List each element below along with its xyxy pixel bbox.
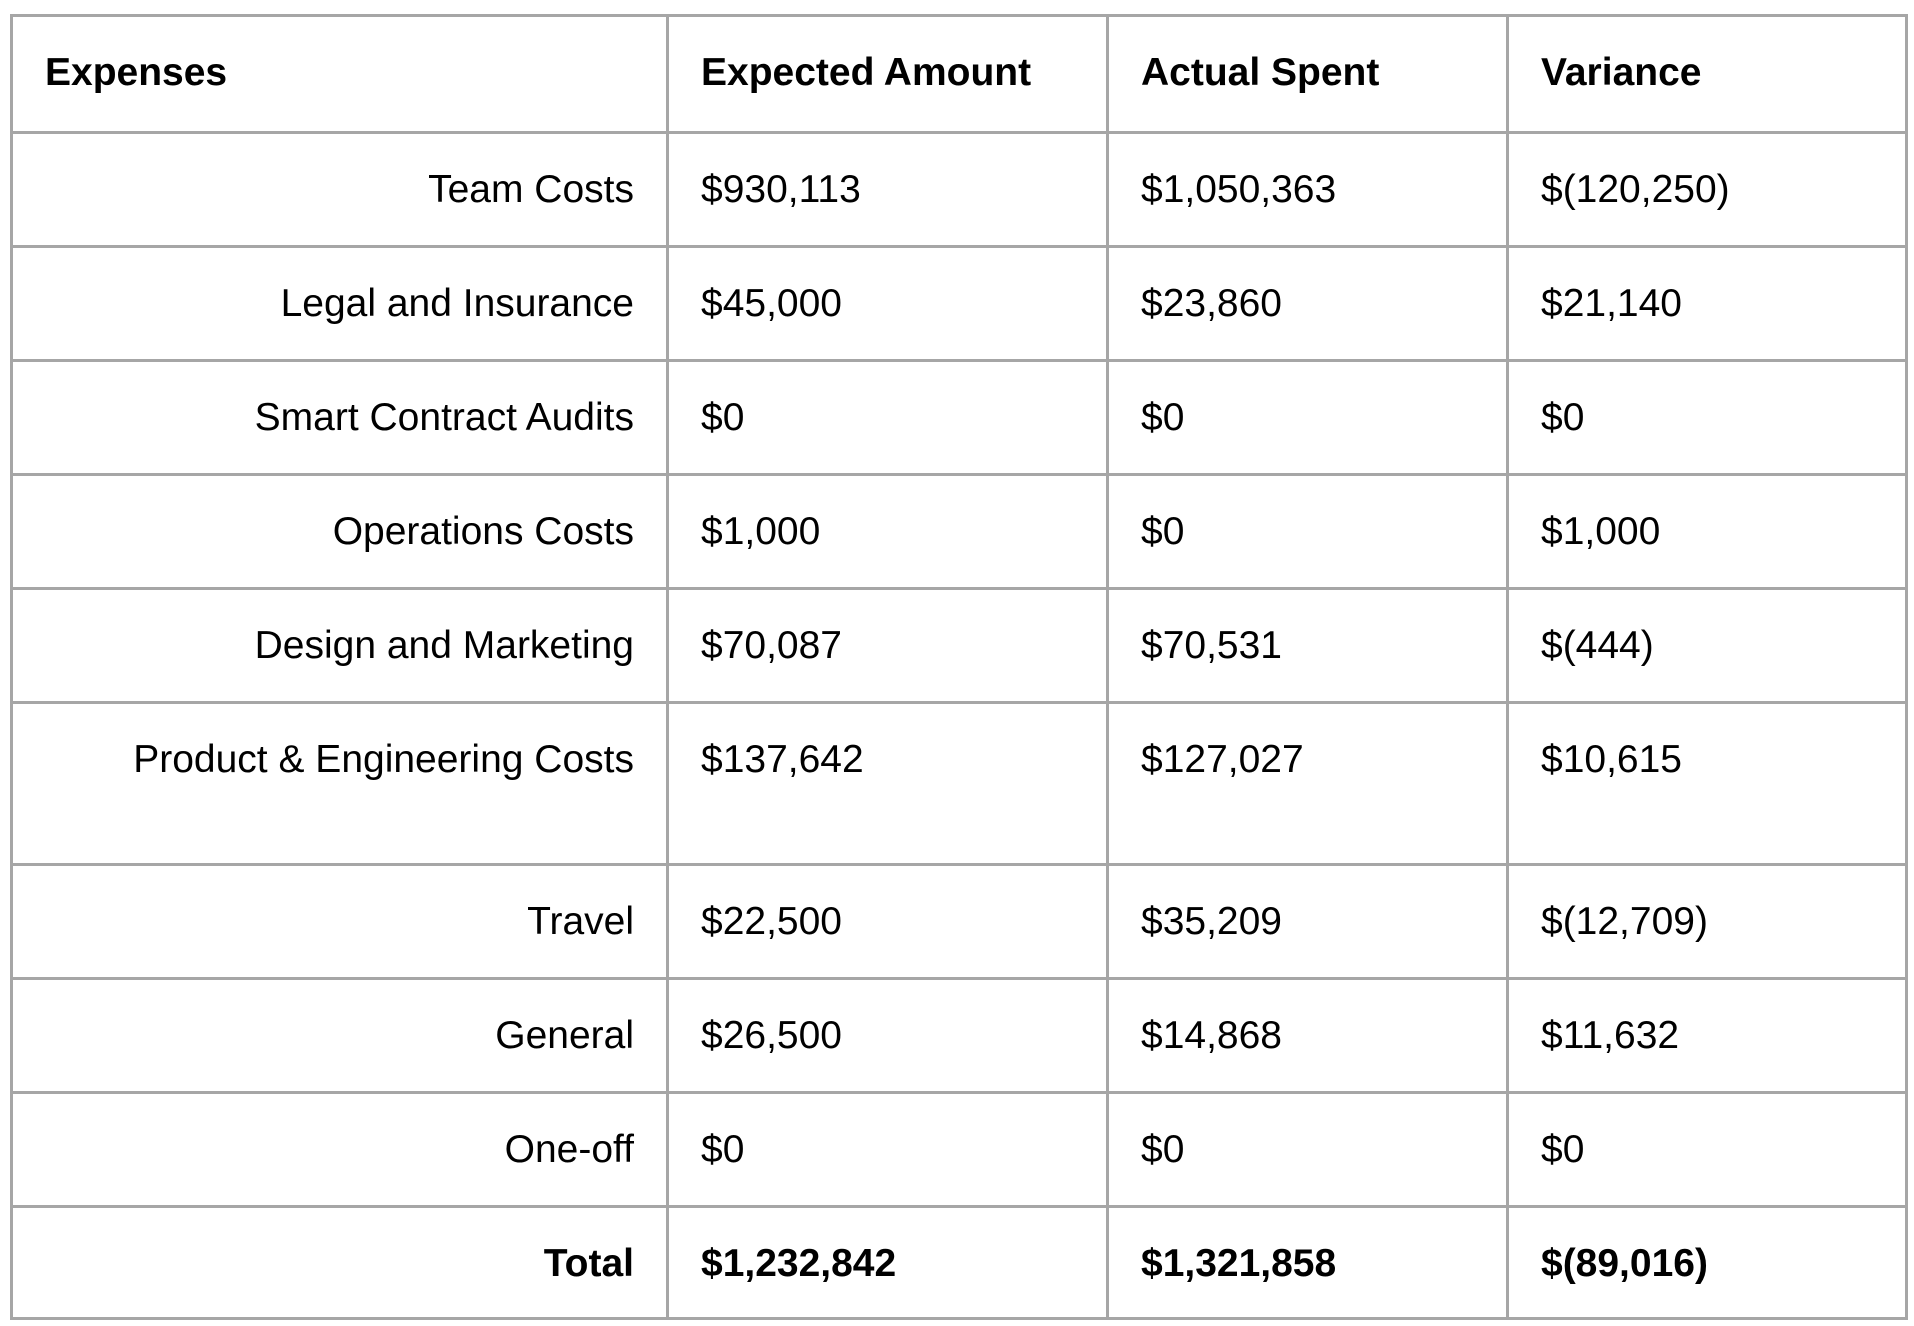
row-label: Product & Engineering Costs — [10, 701, 669, 866]
table-row: General $26,500 $14,868 $11,632 — [10, 977, 1908, 1094]
variance-cell: $10,615 — [1506, 701, 1908, 866]
total-label: Total — [10, 1205, 669, 1320]
variance-cell: $11,632 — [1506, 977, 1908, 1094]
row-label: Operations Costs — [10, 473, 669, 590]
actual-cell: $0 — [1106, 473, 1509, 590]
header-expected-amount: Expected Amount — [666, 14, 1109, 134]
row-label: One-off — [10, 1091, 669, 1208]
variance-cell: $21,140 — [1506, 245, 1908, 362]
total-variance-cell: $(89,016) — [1506, 1205, 1908, 1320]
actual-cell: $14,868 — [1106, 977, 1509, 1094]
actual-cell: $0 — [1106, 359, 1509, 476]
table-row: One-off $0 $0 $0 — [10, 1091, 1908, 1208]
variance-cell: $0 — [1506, 359, 1908, 476]
row-label: Travel — [10, 863, 669, 980]
row-label: Team Costs — [10, 131, 669, 248]
header-expenses: Expenses — [10, 14, 669, 134]
table-row: Operations Costs $1,000 $0 $1,000 — [10, 473, 1908, 590]
actual-cell: $127,027 — [1106, 701, 1509, 866]
expected-cell: $1,000 — [666, 473, 1109, 590]
row-label: Legal and Insurance — [10, 245, 669, 362]
total-row: Total $1,232,842 $1,321,858 $(89,016) — [10, 1205, 1908, 1320]
actual-cell: $0 — [1106, 1091, 1509, 1208]
table-row: Smart Contract Audits $0 $0 $0 — [10, 359, 1908, 476]
expected-cell: $137,642 — [666, 701, 1109, 866]
variance-cell: $(120,250) — [1506, 131, 1908, 248]
variance-cell: $(444) — [1506, 587, 1908, 704]
header-variance: Variance — [1506, 14, 1908, 134]
header-actual-spent: Actual Spent — [1106, 14, 1509, 134]
expected-cell: $70,087 — [666, 587, 1109, 704]
row-label: Design and Marketing — [10, 587, 669, 704]
expected-cell: $45,000 — [666, 245, 1109, 362]
expected-cell: $22,500 — [666, 863, 1109, 980]
table-row: Legal and Insurance $45,000 $23,860 $21,… — [10, 245, 1908, 362]
expenses-table: Expenses Expected Amount Actual Spent Va… — [10, 14, 1908, 1320]
actual-cell: $35,209 — [1106, 863, 1509, 980]
variance-cell: $1,000 — [1506, 473, 1908, 590]
header-row: Expenses Expected Amount Actual Spent Va… — [10, 14, 1908, 134]
variance-cell: $(12,709) — [1506, 863, 1908, 980]
row-label: General — [10, 977, 669, 1094]
expected-cell: $26,500 — [666, 977, 1109, 1094]
actual-cell: $70,531 — [1106, 587, 1509, 704]
total-expected-cell: $1,232,842 — [666, 1205, 1109, 1320]
actual-cell: $23,860 — [1106, 245, 1509, 362]
actual-cell: $1,050,363 — [1106, 131, 1509, 248]
table-row: Team Costs $930,113 $1,050,363 $(120,250… — [10, 131, 1908, 248]
expected-cell: $930,113 — [666, 131, 1109, 248]
row-label: Smart Contract Audits — [10, 359, 669, 476]
table-row: Travel $22,500 $35,209 $(12,709) — [10, 863, 1908, 980]
expected-cell: $0 — [666, 359, 1109, 476]
variance-cell: $0 — [1506, 1091, 1908, 1208]
total-actual-cell: $1,321,858 — [1106, 1205, 1509, 1320]
expected-cell: $0 — [666, 1091, 1109, 1208]
table-row: Product & Engineering Costs $137,642 $12… — [10, 701, 1908, 866]
table-row: Design and Marketing $70,087 $70,531 $(4… — [10, 587, 1908, 704]
